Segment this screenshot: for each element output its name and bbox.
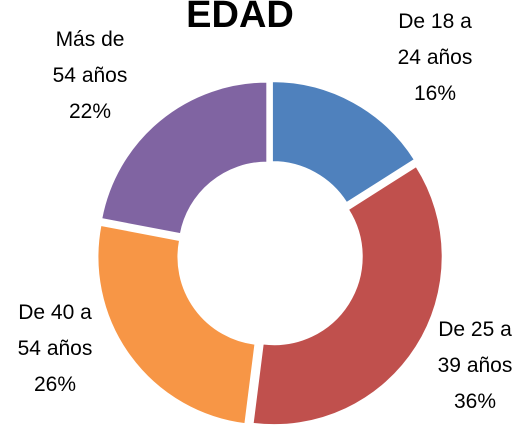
percent-label: 22% — [68, 100, 112, 123]
category-label: De 25 a 39 años — [437, 318, 513, 377]
category-label: Más de 54 años — [52, 28, 128, 87]
donut-slice — [97, 224, 256, 425]
percent-label: 36% — [453, 390, 497, 413]
slice-label: Más de 54 años 22% — [50, 22, 130, 130]
category-label: De 40 a 54 años — [17, 301, 93, 360]
slice-label: De 18 a 24 años 16% — [395, 4, 475, 112]
percent-label: 26% — [33, 373, 77, 396]
category-label: De 18 a 24 años — [397, 10, 473, 69]
donut-slice — [252, 165, 443, 426]
donut-slice — [271, 81, 415, 204]
donut-slice — [101, 81, 268, 235]
chart-title: EDAD — [186, 0, 294, 36]
slice-label: De 25 a 39 años 36% — [435, 312, 515, 420]
slice-label: De 40 a 54 años 26% — [15, 295, 95, 403]
percent-label: 16% — [413, 82, 457, 105]
